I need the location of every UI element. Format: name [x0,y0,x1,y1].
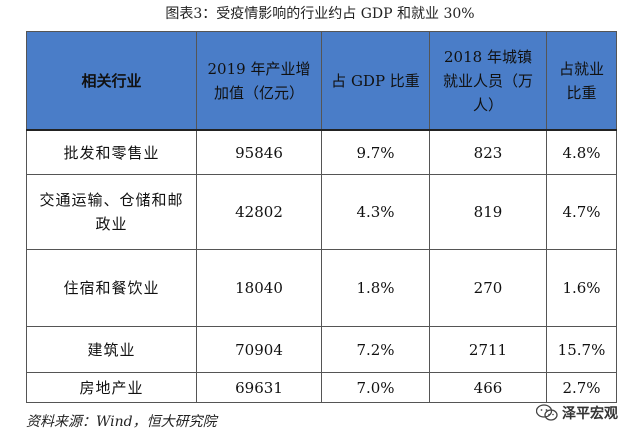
header-employment: 2018 年城镇就业人员（万人） [429,31,547,131]
cell-gdp-share: 7.2% [321,326,430,373]
cell-value-added: 70904 [196,326,322,373]
table-header-row: 相关行业 2019 年产业增加值（亿元） 占 GDP 比重 2018 年城镇就业… [26,31,617,131]
cell-gdp-share: 9.7% [321,129,430,175]
cell-value-added: 42802 [196,174,322,250]
data-table: 相关行业 2019 年产业增加值（亿元） 占 GDP 比重 2018 年城镇就业… [26,31,617,403]
header-industry: 相关行业 [26,31,197,131]
cell-employment-share: 2.7% [546,372,617,403]
cell-industry: 批发和零售业 [26,129,197,175]
cell-industry: 交通运输、仓储和邮政业 [26,174,197,250]
cell-value-added: 18040 [196,249,322,327]
cell-industry: 建筑业 [26,326,197,373]
cell-employment: 823 [429,129,547,175]
table-row: 住宿和餐饮业 18040 1.8% 270 1.6% [26,249,617,327]
cell-employment-share: 4.8% [546,129,617,175]
cell-gdp-share: 1.8% [321,249,430,327]
cell-employment: 819 [429,174,547,250]
cell-industry: 房地产业 [26,372,197,403]
wechat-icon [535,404,558,422]
table-row: 批发和零售业 95846 9.7% 823 4.8% [26,129,617,175]
header-employment-share: 占就业比重 [546,31,617,131]
table-row: 建筑业 70904 7.2% 2711 15.7% [26,326,617,373]
header-value-added: 2019 年产业增加值（亿元） [196,31,322,131]
cell-gdp-share: 4.3% [321,174,430,250]
header-gdp-share: 占 GDP 比重 [321,31,430,131]
cell-employment: 466 [429,372,547,403]
chart-title: 图表3：受疫情影响的行业约占 GDP 和就业 30% [165,6,475,22]
cell-employment-share: 4.7% [546,174,617,250]
table-row: 交通运输、仓储和邮政业 42802 4.3% 819 4.7% [26,174,617,250]
watermark: 泽平宏观 [535,403,618,423]
cell-industry: 住宿和餐饮业 [26,249,197,327]
cell-employment: 2711 [429,326,547,373]
cell-gdp-share: 7.0% [321,372,430,403]
cell-employment-share: 1.6% [546,249,617,327]
watermark-text: 泽平宏观 [562,406,618,422]
table-row: 房地产业 69631 7.0% 466 2.7% [26,372,617,403]
cell-employment-share: 15.7% [546,326,617,373]
cell-value-added: 69631 [196,372,322,403]
cell-employment: 270 [429,249,547,327]
cell-value-added: 95846 [196,129,322,175]
source-note: 资料来源：Wind，恒大研究院 [26,414,217,430]
